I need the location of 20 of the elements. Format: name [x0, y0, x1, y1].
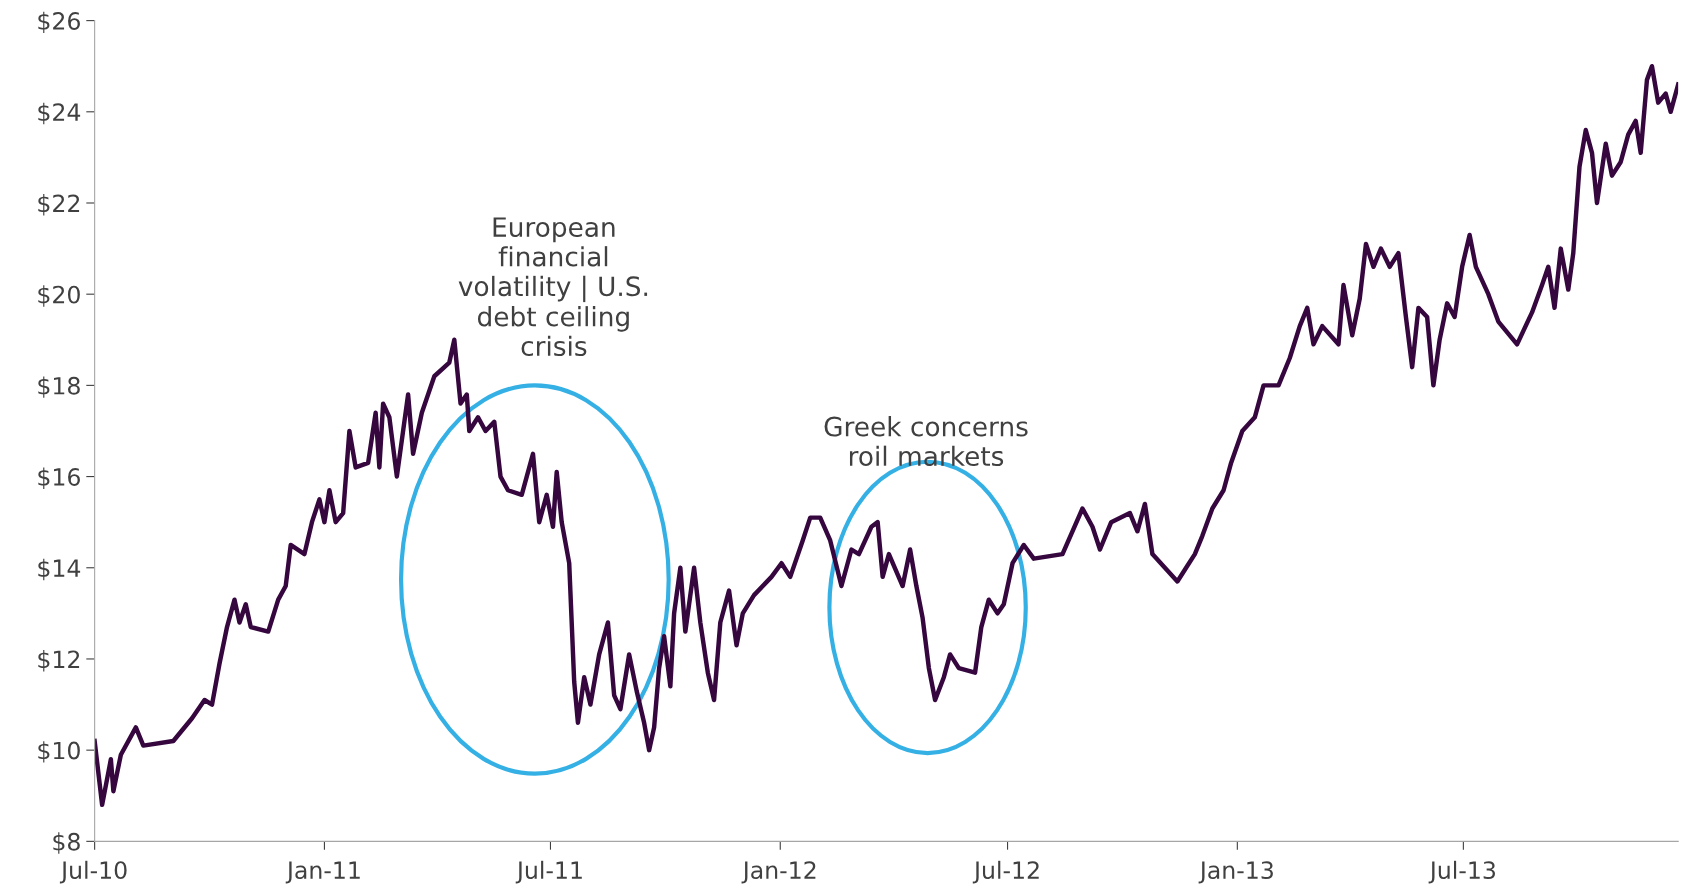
y-tick-label: $12: [38, 649, 80, 672]
x-tick-label: Jan-11: [285, 861, 360, 884]
y-tick-label: $18: [38, 376, 80, 398]
y-tick-label: $8: [53, 832, 80, 854]
y-tick-label: $16: [38, 467, 80, 490]
y-tick-label: $22: [38, 194, 80, 216]
line-series: [94, 63, 1679, 808]
annotation: European financial volatility | U.S. debt ceiling crisis: [458, 217, 648, 357]
y-tick-label: $10: [38, 741, 80, 763]
x-tick-label: Jul-11: [515, 860, 582, 884]
y-tick-label: $26: [38, 11, 80, 34]
x-tick-label: Jul-13: [1428, 860, 1495, 884]
x-tick-label: Jan-13: [1198, 861, 1273, 884]
y-tick-label: $24: [38, 102, 81, 125]
y-tick-label: $14: [38, 558, 81, 581]
annotation: Greek concerns roil markets: [824, 416, 1028, 467]
x-tick-label: Jan-12: [741, 861, 816, 884]
x-tick-label: Jul-10: [59, 860, 127, 884]
x-tick-label: Jul-12: [972, 860, 1039, 884]
y-tick-label: $20: [38, 285, 80, 307]
